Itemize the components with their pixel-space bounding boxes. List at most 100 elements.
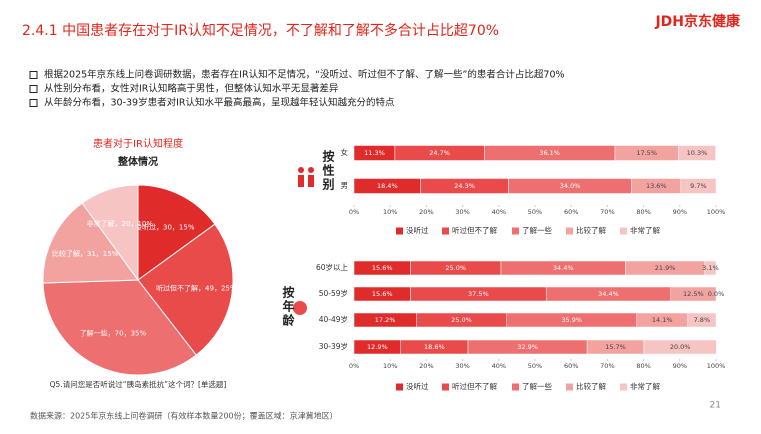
bar-label: 37.5% <box>468 290 489 298</box>
bar-label: 34.4% <box>598 290 619 298</box>
bullet-text: 从年龄分布看，30-39岁患者对IR认知水平最高最高，呈现越年轻认知越充分的特点 <box>44 97 395 109</box>
x-tick-label: 60% <box>564 362 578 370</box>
source-note: 数据来源：2025年京东线上问卷调研（有效样本数量200份；覆盖区域：京津冀地区… <box>30 411 338 421</box>
legend-label: 没听过 <box>406 381 429 391</box>
x-tick-label: 70% <box>600 208 614 216</box>
bar-label: 17.5% <box>636 149 657 157</box>
pie-title: 患者对于IR认知程度 <box>93 137 183 150</box>
bar-label: 21.9% <box>655 264 676 272</box>
legend-swatch <box>566 227 573 235</box>
x-tick-label: 50% <box>528 362 542 370</box>
pie-slice <box>42 279 197 376</box>
legend-swatch <box>620 383 627 391</box>
x-tick-label: 90% <box>673 208 687 216</box>
bar-label: 7.8% <box>694 316 711 324</box>
legend-label: 比较了解 <box>576 381 606 391</box>
bar-label: 32.9% <box>517 343 538 351</box>
legend-label: 了解一些 <box>522 225 552 235</box>
legend-swatch <box>512 383 519 391</box>
legend-label: 了解一些 <box>522 381 552 391</box>
pie-slice <box>137 223 234 356</box>
legend-swatch <box>620 227 627 235</box>
bar-label: 24.7% <box>429 149 450 157</box>
bar-label: 25.0% <box>451 316 472 324</box>
legend-label: 非常了解 <box>630 381 660 391</box>
bar-label: 34.0% <box>560 182 581 190</box>
gender-icon <box>298 175 304 187</box>
bar-label: 24.3% <box>454 182 475 190</box>
bar-segment <box>704 260 717 276</box>
pie-slice <box>81 184 139 282</box>
x-tick-label: 20% <box>419 362 433 370</box>
pie-label: 非常了解，20，10% <box>87 219 154 228</box>
bar-label: 14.1% <box>652 316 673 324</box>
bar-label: 18.4% <box>377 182 398 190</box>
x-tick-label: 30% <box>455 208 469 216</box>
bullet-marker <box>29 85 38 93</box>
bullet-text: 根据2025年京东线上问卷调研数据，患者存在IR认知不足情况，“没听过、听过但不… <box>44 69 565 81</box>
x-tick-label: 20% <box>419 208 433 216</box>
bar-label: 15.6% <box>372 290 393 298</box>
y-tick-label: 60岁以上 <box>316 262 349 272</box>
y-tick-label: 50-59岁 <box>319 288 348 298</box>
legend-swatch <box>442 227 449 235</box>
y-tick-label: 30-39岁 <box>319 341 348 351</box>
x-tick-label: 10% <box>383 362 397 370</box>
gender-icon <box>308 175 314 187</box>
x-tick-label: 30% <box>455 362 469 370</box>
legend-swatch <box>512 227 519 235</box>
x-tick-label: 10% <box>383 208 397 216</box>
bar-segment <box>678 145 716 161</box>
bar-label: 18.6% <box>424 343 445 351</box>
legend-swatch <box>566 383 573 391</box>
pie-slice <box>42 202 139 284</box>
legend-label: 听过但不了解 <box>452 381 497 391</box>
bullet-marker <box>29 99 38 107</box>
bar-segment <box>687 312 717 328</box>
bar-label: 15.7% <box>605 343 626 351</box>
pie-label: 没听过，30，15% <box>135 223 195 232</box>
pie-label: 听过但不了解，49，25% <box>156 283 237 292</box>
x-tick-label: 60% <box>564 208 578 216</box>
bar-label: 12.5% <box>683 290 704 298</box>
pie-slice <box>137 184 216 281</box>
age-icon <box>293 301 307 315</box>
bar-label: 25.0% <box>445 264 466 272</box>
legend-label: 非常了解 <box>630 225 660 235</box>
legend-label: 没听过 <box>406 225 429 235</box>
x-tick-label: 0% <box>349 362 359 370</box>
x-tick-label: 80% <box>636 362 650 370</box>
pie-label: 了解一些，70，35% <box>80 328 147 337</box>
bar-label: 11.3% <box>364 149 385 157</box>
bar-segment <box>643 339 717 355</box>
bar-label: 34.4% <box>553 264 574 272</box>
legend-label: 比较了解 <box>576 225 606 235</box>
bar-label: 3.1% <box>702 264 719 272</box>
logo: JDH京东健康 <box>654 13 741 30</box>
pie-label: 比较了解，31，15% <box>52 249 119 258</box>
legend-swatch <box>442 383 449 391</box>
y-tick-label: 男 <box>341 181 349 190</box>
gender-icon <box>298 167 304 173</box>
bar-segment <box>670 286 717 302</box>
bar-segment <box>680 178 717 194</box>
legend-swatch <box>396 383 403 391</box>
bar-label: 13.6% <box>646 182 667 190</box>
bar-label: 0.0% <box>708 290 725 298</box>
x-tick-label: 40% <box>492 208 506 216</box>
x-tick-label: 50% <box>528 208 542 216</box>
x-tick-label: 80% <box>636 208 650 216</box>
x-tick-label: 70% <box>600 362 614 370</box>
pie-subtitle: 整体情况 <box>117 155 158 168</box>
y-tick-label: 女 <box>341 147 349 157</box>
page-number: 21 <box>710 401 721 411</box>
bar-label: 17.2% <box>375 316 396 324</box>
bar-label: 36.1% <box>539 149 560 157</box>
x-tick-label: 100% <box>707 208 726 216</box>
slide-title: 2.4.1 中国患者存在对于IR认知不足情况，不了解和了解不多合计占比超70% <box>22 22 499 39</box>
bar-label: 12.9% <box>367 343 388 351</box>
group-label: 按年龄 <box>281 286 295 328</box>
x-tick-label: 100% <box>707 362 726 370</box>
